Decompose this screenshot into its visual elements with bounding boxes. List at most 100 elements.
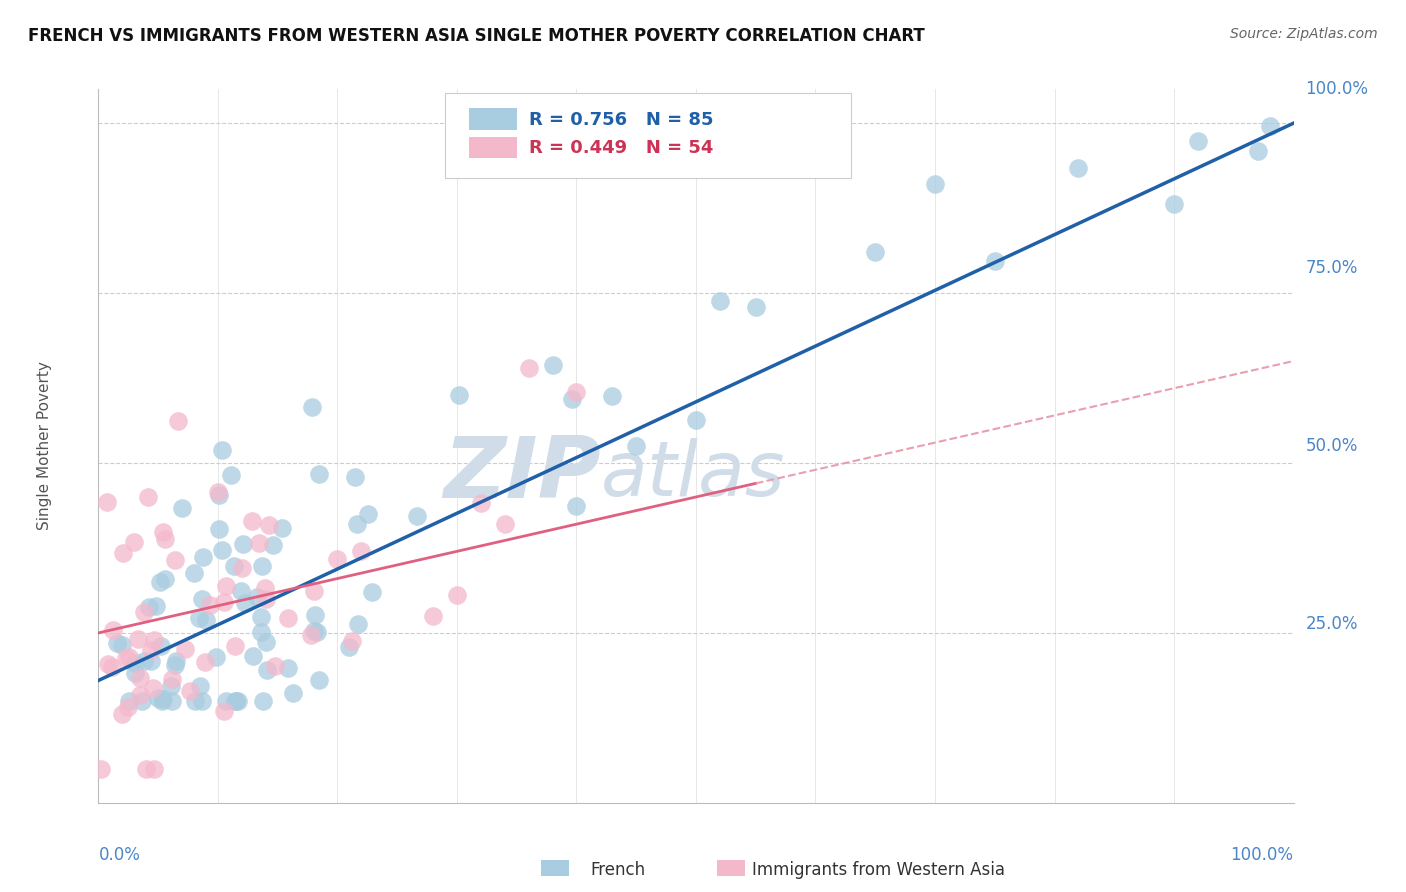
Point (346, 516, 368, 531)
Point (229, 584, 252, 599)
Point (211, 542, 233, 557)
Point (624, 439, 647, 453)
Point (101, 660, 124, 674)
Point (422, 608, 444, 623)
Point (115, 651, 138, 665)
Point (224, 694, 246, 708)
Point (254, 582, 277, 596)
Point (302, 624, 325, 638)
Point (240, 514, 263, 528)
Point (166, 414, 188, 428)
Point (600, 389, 623, 403)
Point (117, 699, 139, 714)
Point (308, 673, 330, 687)
Point (304, 608, 326, 623)
Point (219, 467, 242, 482)
Point (346, 617, 368, 632)
Point (277, 611, 299, 625)
Point (1067, 161, 1090, 175)
Point (153, 532, 176, 546)
Point (134, 605, 156, 619)
Point (135, 762, 157, 776)
Point (214, 704, 236, 718)
Text: French: French (591, 861, 645, 879)
Text: 100.0%: 100.0% (1230, 846, 1294, 863)
Point (103, 623, 125, 637)
Point (249, 610, 271, 624)
Point (357, 507, 380, 521)
Point (264, 659, 287, 673)
Point (111, 546, 134, 560)
Point (174, 642, 197, 657)
Text: 75.0%: 75.0% (1305, 259, 1358, 277)
Text: Immigrants from Western Asia: Immigrants from Western Asia (752, 861, 1005, 879)
Point (165, 552, 187, 566)
Point (470, 496, 492, 510)
Point (142, 681, 165, 695)
Point (541, 358, 564, 372)
Point (222, 558, 245, 573)
Point (745, 300, 768, 314)
Point (195, 613, 218, 627)
Point (1258, 120, 1281, 134)
Point (188, 611, 211, 625)
Point (211, 442, 233, 457)
Point (343, 469, 366, 483)
Point (983, 253, 1005, 268)
Point (208, 488, 231, 502)
Point (1163, 197, 1185, 211)
Point (271, 521, 294, 535)
Point (165, 658, 187, 673)
Point (105, 636, 128, 650)
Point (155, 572, 177, 586)
Point (128, 671, 150, 685)
Point (256, 663, 278, 677)
Bar (470, 137, 517, 159)
Point (299, 628, 322, 642)
Point (205, 649, 228, 664)
Point (250, 624, 273, 639)
Point (262, 538, 284, 552)
Point (160, 679, 183, 693)
Point (188, 679, 211, 693)
Point (150, 639, 173, 653)
Point (127, 632, 149, 646)
Text: 100.0%: 100.0% (1305, 80, 1368, 98)
Point (257, 517, 280, 532)
Text: Single Mother Poverty: Single Mother Poverty (37, 361, 52, 531)
Text: R = 0.449   N = 54: R = 0.449 N = 54 (529, 139, 713, 157)
Point (145, 599, 167, 613)
Point (143, 762, 166, 776)
Bar (470, 109, 517, 130)
Point (165, 654, 187, 668)
Point (90, 762, 112, 776)
Point (207, 484, 229, 499)
Text: 50.0%: 50.0% (1305, 437, 1358, 455)
Point (232, 537, 254, 551)
Point (110, 638, 132, 652)
Point (148, 691, 170, 706)
Point (360, 584, 382, 599)
Point (97, 657, 120, 672)
Point (208, 522, 231, 536)
Text: Source: ZipAtlas.com: Source: ZipAtlas.com (1230, 27, 1378, 41)
Point (1187, 134, 1209, 148)
Point (565, 385, 588, 400)
Point (170, 501, 193, 516)
Point (183, 566, 205, 580)
Point (254, 591, 277, 606)
Point (242, 649, 264, 664)
Point (215, 579, 238, 593)
Text: ZIP: ZIP (443, 433, 600, 516)
Point (139, 643, 162, 657)
Point (337, 640, 360, 655)
Point (924, 177, 946, 191)
Point (709, 294, 731, 309)
Point (281, 685, 304, 699)
Point (118, 650, 141, 665)
Point (326, 552, 349, 566)
Point (246, 590, 269, 604)
Point (252, 694, 274, 708)
Text: atlas: atlas (600, 438, 785, 511)
Point (350, 543, 373, 558)
